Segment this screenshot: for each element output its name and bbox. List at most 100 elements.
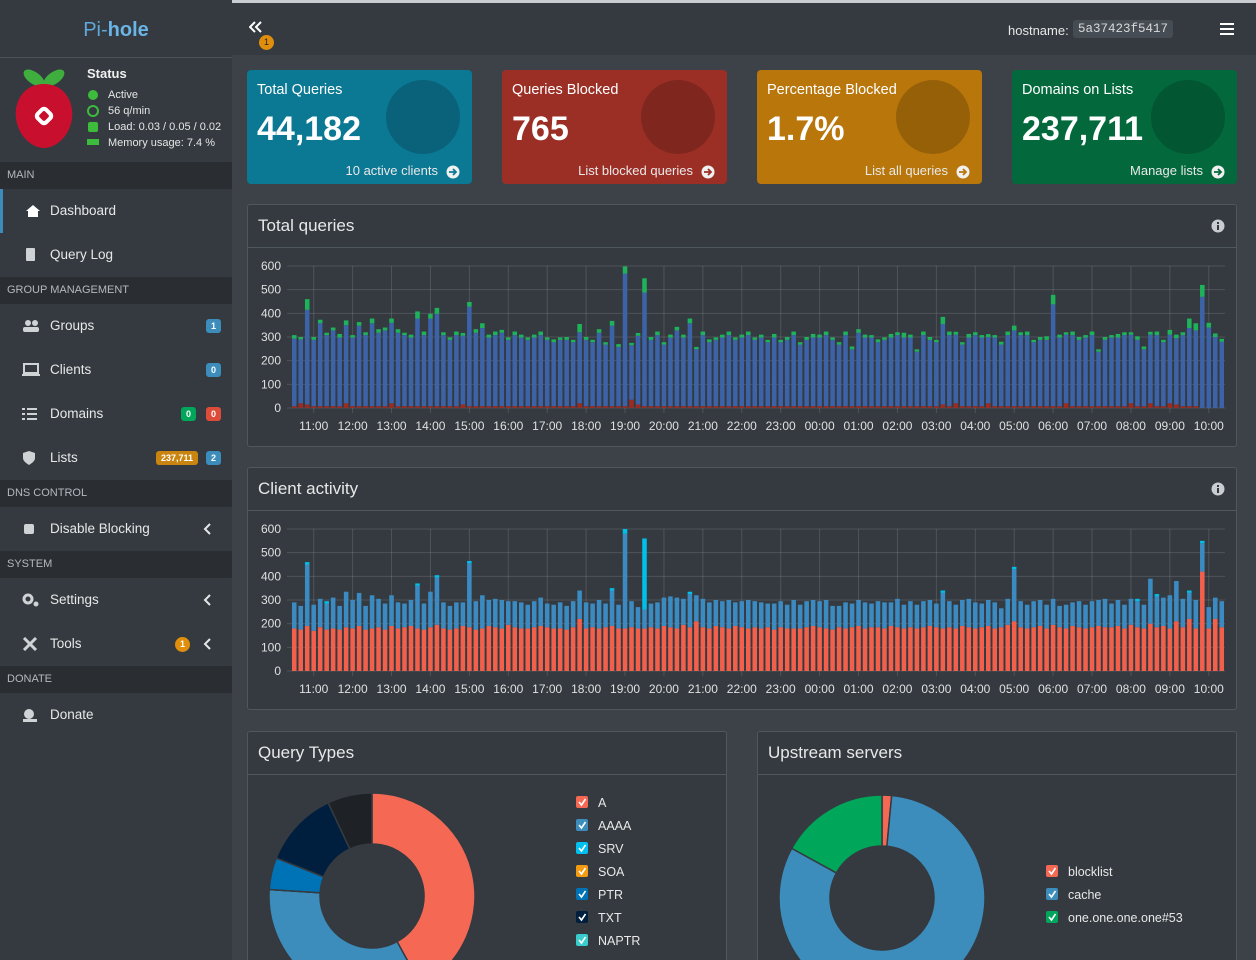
bar: [966, 598, 972, 628]
info-icon[interactable]: [1211, 482, 1225, 496]
bar: [1193, 628, 1199, 671]
bar: [369, 628, 375, 671]
badge: 0: [205, 363, 221, 377]
x-tick-label: 09:00: [1155, 682, 1185, 696]
bar: [1154, 596, 1160, 628]
bar: [473, 406, 479, 408]
bar: [544, 603, 550, 628]
bar: [1063, 628, 1069, 671]
bar: [635, 332, 641, 336]
bar: [707, 406, 712, 408]
bar: [622, 273, 628, 407]
bar: [778, 601, 783, 628]
bar: [1037, 626, 1043, 671]
bar: [947, 335, 952, 407]
bar: [499, 332, 505, 407]
bar: [629, 601, 634, 628]
bar: [402, 603, 407, 628]
bar: [441, 335, 446, 407]
bar: [694, 621, 699, 671]
x-tick-label: 08:00: [1116, 419, 1146, 433]
bar: [791, 600, 796, 629]
bar: [1141, 349, 1147, 407]
card-link[interactable]: List blocked queries: [578, 163, 693, 178]
card-link[interactable]: List all queries: [864, 163, 948, 178]
bar: [330, 628, 336, 671]
card-value: 765: [512, 110, 569, 148]
hostname-label: hostname:: [1008, 23, 1069, 38]
bar: [1200, 296, 1205, 408]
nav-item[interactable]: Donate: [0, 693, 232, 737]
card-link[interactable]: 10 active clients: [345, 163, 439, 178]
bar: [583, 337, 589, 340]
bar: [1044, 336, 1049, 340]
bar: [882, 337, 887, 340]
pie-chart: blocklist cache one.one.one.one#53: [778, 794, 1183, 960]
arrow-icon[interactable]: [1211, 165, 1225, 179]
nav-item[interactable]: Domains 0 0: [0, 392, 232, 436]
bar: [298, 403, 303, 408]
menu-button[interactable]: [1220, 23, 1234, 35]
bar: [720, 406, 725, 408]
arrow-icon[interactable]: [956, 165, 970, 179]
bar: [648, 339, 654, 407]
bar: [324, 406, 329, 408]
bar: [1011, 621, 1017, 671]
nav-item[interactable]: Dashboard: [0, 189, 232, 233]
nav-item[interactable]: Settings: [0, 578, 232, 622]
bar: [960, 626, 965, 671]
bar: [499, 628, 505, 671]
bar: [784, 337, 790, 340]
bar: [713, 339, 719, 407]
bar: [369, 318, 375, 324]
x-tick-label: 10:00: [1194, 682, 1224, 696]
bar: [1044, 339, 1049, 407]
bar: [642, 538, 647, 610]
bar: [700, 627, 706, 671]
brand[interactable]: Pi-hole: [0, 3, 232, 58]
collapse-button[interactable]: [249, 21, 263, 35]
y-tick-label: 300: [261, 593, 281, 607]
bar: [506, 337, 511, 340]
bar: [304, 626, 310, 671]
nav-item[interactable]: Clients 0: [0, 348, 232, 392]
badge: 237,711: [155, 451, 198, 465]
nav-item[interactable]: Lists 237,711 2: [0, 436, 232, 480]
nav-item[interactable]: Tools 1: [0, 622, 232, 666]
bar: [1115, 333, 1121, 338]
arrow-icon[interactable]: [701, 165, 715, 179]
bar: [797, 604, 803, 629]
nav-item[interactable]: Disable Blocking: [0, 507, 232, 551]
bar: [817, 334, 822, 338]
icon: [22, 408, 37, 420]
bar: [1135, 339, 1140, 407]
bar: [1076, 337, 1082, 340]
bar: [525, 337, 531, 340]
card-link[interactable]: Manage lists: [1130, 163, 1203, 178]
stat-card: Percentage Blocked 1.7% List all queries: [757, 70, 982, 184]
bar: [823, 331, 829, 336]
bar: [1005, 598, 1010, 625]
bar: [389, 403, 394, 408]
bar: [1167, 329, 1173, 335]
bar: [771, 603, 777, 630]
bar: [538, 331, 543, 336]
bar: [758, 334, 764, 338]
legend-check: [578, 821, 587, 830]
nav-item[interactable]: Query Log: [0, 233, 232, 277]
bar: [739, 406, 745, 408]
bar: [947, 601, 952, 628]
bar: [707, 342, 712, 407]
bar: [499, 329, 505, 333]
nav-item[interactable]: Groups 1: [0, 304, 232, 348]
card-icon-shape: [896, 80, 970, 154]
divider: [248, 247, 1236, 248]
bar: [1037, 406, 1043, 408]
arrow-icon[interactable]: [446, 165, 460, 179]
bar: [421, 603, 427, 630]
legend-check: [578, 913, 587, 922]
bar: [797, 406, 803, 408]
info-icon[interactable]: [1211, 219, 1225, 233]
